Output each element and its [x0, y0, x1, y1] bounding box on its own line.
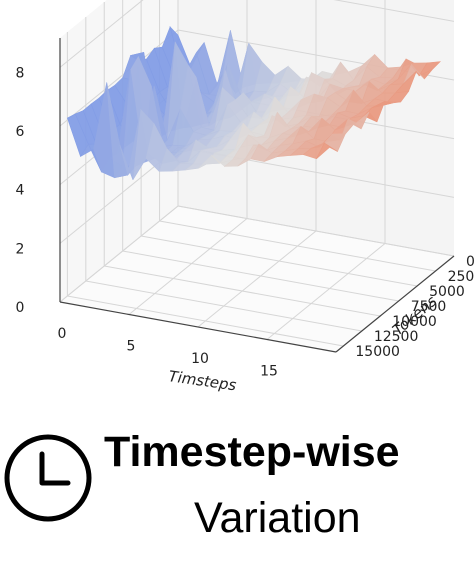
gridline [128, 218, 248, 315]
gridline [333, 0, 455, 22]
surface [67, 25, 442, 181]
caption-title: Timestep-wise [104, 428, 400, 476]
z-tick-label: 2 [16, 241, 25, 257]
y-tick-label: 5000 [429, 284, 465, 300]
x-axis-label: Timsteps [167, 367, 237, 394]
gridline [141, 235, 418, 287]
gridline [104, 265, 381, 317]
gridline [59, 0, 144, 68]
tick-labels: 051015025005000750010000125001500002468 [16, 65, 474, 379]
x-tick-label: 5 [127, 339, 136, 355]
gridline [177, 205, 455, 257]
gridline [59, 29, 179, 127]
x-tick-label: 15 [260, 364, 278, 380]
gridline [67, 295, 344, 347]
x-tick-label: 0 [58, 326, 67, 342]
clock-icon [4, 434, 92, 522]
gridline [266, 243, 386, 340]
x-tick-label: 10 [191, 351, 209, 367]
y-tick-label: 10000 [392, 314, 437, 330]
surface-facet [316, 142, 338, 160]
y-tick-label: 2500 [448, 269, 474, 285]
axis-lines [59, 38, 455, 353]
gridline [197, 230, 317, 328]
z-tick-label: 4 [16, 183, 25, 199]
y-tick-label: 15000 [355, 344, 400, 360]
gridline [59, 205, 179, 303]
caption-subtitle: Variation [194, 494, 361, 542]
x-axis-line [59, 301, 337, 353]
surface-plot: 051015025005000750010000125001500002468 … [16, 0, 474, 394]
y-tick-label: 7500 [411, 299, 447, 315]
y-axis-line [335, 255, 455, 353]
z-tick-label: 0 [16, 300, 25, 316]
gridline [159, 220, 436, 272]
y-tick-label: 12500 [374, 329, 419, 345]
gridline [85, 280, 362, 332]
z-tick-label: 8 [16, 65, 25, 81]
z-tick-label: 6 [16, 124, 25, 140]
y-tick-label: 0 [466, 254, 474, 270]
gridline [122, 250, 399, 302]
